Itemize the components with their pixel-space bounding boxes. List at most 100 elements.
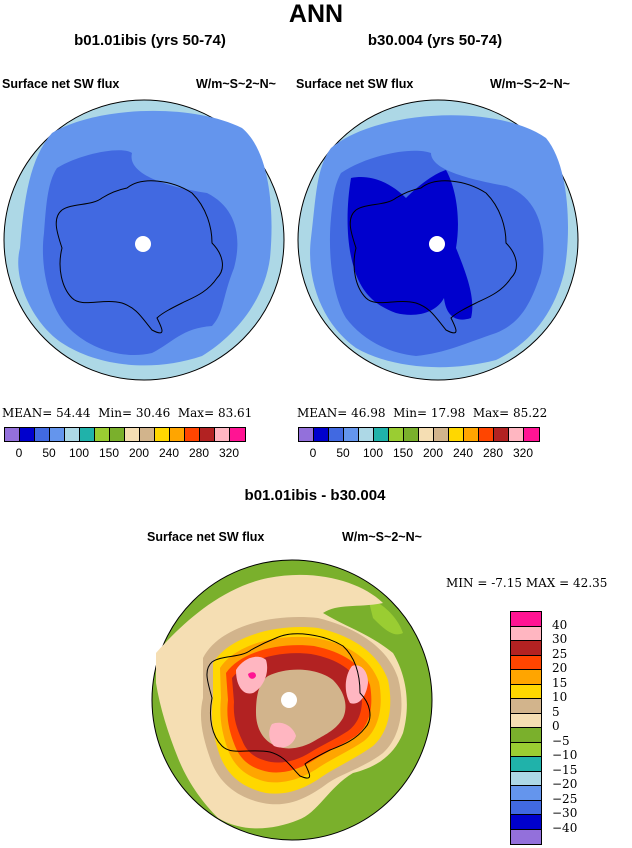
panel2-coastline <box>349 180 517 334</box>
panel1-mean-value: 54.44 <box>56 406 91 420</box>
colorbar-swatch <box>20 428 35 441</box>
panel1-colorbar-labels: 0 50 100 150 200 240 280 320 <box>4 446 246 460</box>
panel2-ice-deep <box>347 170 473 320</box>
diff-colorbar-tick-label: 25 <box>552 646 568 661</box>
colorbar-swatch <box>200 428 215 441</box>
panel1-polar-map <box>3 99 285 381</box>
panel1-pole-mask <box>135 236 151 252</box>
colorbar-tick-label: 320 <box>512 446 534 460</box>
panel1-ice-region <box>42 150 238 355</box>
panel1-stats: MEAN= 54.44 Min= 30.46 Max= 83.61 <box>2 406 252 420</box>
diff-units-label: W/m~S~2~N~ <box>342 530 422 544</box>
diff-coastline <box>206 633 371 779</box>
panel1-coastline <box>55 180 223 334</box>
diff-colorbar-tick-label: 15 <box>552 675 568 690</box>
panel1-units-label: W/m~S~2~N~ <box>196 77 276 91</box>
colorbar-swatch <box>509 428 524 441</box>
colorbar-tick-label: 50 <box>42 446 56 460</box>
colorbar-tick-label: 200 <box>128 446 150 460</box>
diff-colorbar-tick-label: −10 <box>552 748 578 762</box>
diff-colorbar-tick-label: 40 <box>552 617 568 632</box>
diff-colorbar-tick-label: 5 <box>552 704 560 719</box>
colorbar-swatch <box>5 428 20 441</box>
colorbar-tick-label: 150 <box>392 446 414 460</box>
colorbar-tick-label: 280 <box>482 446 504 460</box>
diff-colorbar-swatch <box>511 815 541 830</box>
diff-colorbar-tick-label: −40 <box>552 820 578 835</box>
main-title: ANN <box>288 0 344 28</box>
diff-colorbar-swatch <box>511 771 541 786</box>
panel2-mean-label: MEAN= <box>297 406 348 420</box>
colorbar-tick-label: 100 <box>68 446 90 460</box>
diff-colorbar-tick-label: −30 <box>552 806 578 820</box>
colorbar-tick-label: 240 <box>158 446 180 460</box>
diff-colorbar-tick-label: 0 <box>552 719 560 733</box>
colorbar-swatch <box>215 428 230 441</box>
panel1-colorbar <box>4 427 246 442</box>
panel2-min-value: 17.98 <box>430 406 466 420</box>
diff-pole-mask <box>281 692 297 708</box>
colorbar-swatch <box>299 428 314 441</box>
colorbar-tick-label: 320 <box>218 446 240 460</box>
diff-colorbar-tick-label: −25 <box>552 791 578 806</box>
diff-colorbar-swatch <box>511 641 541 656</box>
colorbar-swatch <box>80 428 95 441</box>
colorbar-swatch <box>110 428 125 441</box>
diff-max-value: 42.35 <box>573 576 608 590</box>
diff-magenta-spot <box>248 672 256 679</box>
colorbar-tick-label: 100 <box>362 446 384 460</box>
panel2-polar-map <box>297 99 579 381</box>
colorbar-swatch <box>125 428 140 441</box>
colorbar-swatch <box>65 428 80 441</box>
diff-polar-map <box>151 559 433 841</box>
panel1-min-value: 30.46 <box>135 406 171 420</box>
diff-colorbar-swatch <box>511 742 541 757</box>
diff-colorbar-tick-label: 10 <box>552 690 568 704</box>
colorbar-swatch <box>404 428 419 441</box>
panel2-units-label: W/m~S~2~N~ <box>490 77 570 91</box>
colorbar-swatch <box>185 428 200 441</box>
diff-min-value: -7.15 <box>491 576 523 590</box>
panel2-stats: MEAN= 46.98 Min= 17.98 Max= 85.22 <box>297 406 547 420</box>
colorbar-swatch <box>50 428 65 441</box>
colorbar-swatch <box>389 428 404 441</box>
diff-colorbar-labels: 40 30 25 20 15 10 5 0 −5 −10 −15 −20 −25 −30 −40 <box>552 611 612 846</box>
diff-colorbar-swatch <box>511 713 541 728</box>
colorbar-tick-label: 240 <box>452 446 474 460</box>
diff-pink-patch-south <box>269 722 296 748</box>
colorbar-tick-label: 0 <box>15 446 23 460</box>
diff-pink-patch-east <box>345 665 368 704</box>
colorbar-tick-label: 200 <box>422 446 444 460</box>
colorbar-swatch <box>35 428 50 441</box>
diff-minmax: MIN = -7.15 MAX = 42.35 <box>446 576 607 590</box>
colorbar-swatch <box>524 428 539 441</box>
colorbar-swatch <box>95 428 110 441</box>
diff-colorbar-tick-label: −5 <box>552 733 570 748</box>
colorbar-swatch <box>374 428 389 441</box>
diff-colorbar-tick-label: 20 <box>552 661 568 675</box>
panel1-min-label: Min= <box>98 406 133 420</box>
panel2-colorbar-labels: 0 50 100 150 200 240 280 320 <box>298 446 540 460</box>
colorbar-swatch <box>494 428 509 441</box>
panel2-colorbar <box>298 427 540 442</box>
diff-colorbar-swatch <box>511 684 541 699</box>
colorbar-swatch <box>170 428 185 441</box>
diff-colorbar-swatch <box>511 655 541 670</box>
diff-variable-label: Surface net SW flux <box>147 530 265 544</box>
panel2-min-label: Min= <box>393 406 428 420</box>
diff-colorbar-swatch <box>511 626 541 641</box>
colorbar-swatch <box>329 428 344 441</box>
panel2-case-title: b30.004 (yrs 50-74) <box>367 32 503 49</box>
diff-colorbar-swatch <box>511 800 541 815</box>
diff-colorbar-tick-label: −20 <box>552 777 578 791</box>
colorbar-swatch <box>449 428 464 441</box>
diff-max-label: MAX = <box>525 576 570 590</box>
diff-colorbar-swatch <box>511 757 541 772</box>
colorbar-tick-label: 50 <box>336 446 350 460</box>
diff-title: b01.01ibis - b30.004 <box>244 487 386 504</box>
diff-colorbar-swatch <box>511 728 541 743</box>
colorbar-tick-label: 150 <box>98 446 120 460</box>
panel2-pole-mask <box>429 236 445 252</box>
panel2-mean-value: 46.98 <box>351 406 386 420</box>
colorbar-swatch <box>434 428 449 441</box>
